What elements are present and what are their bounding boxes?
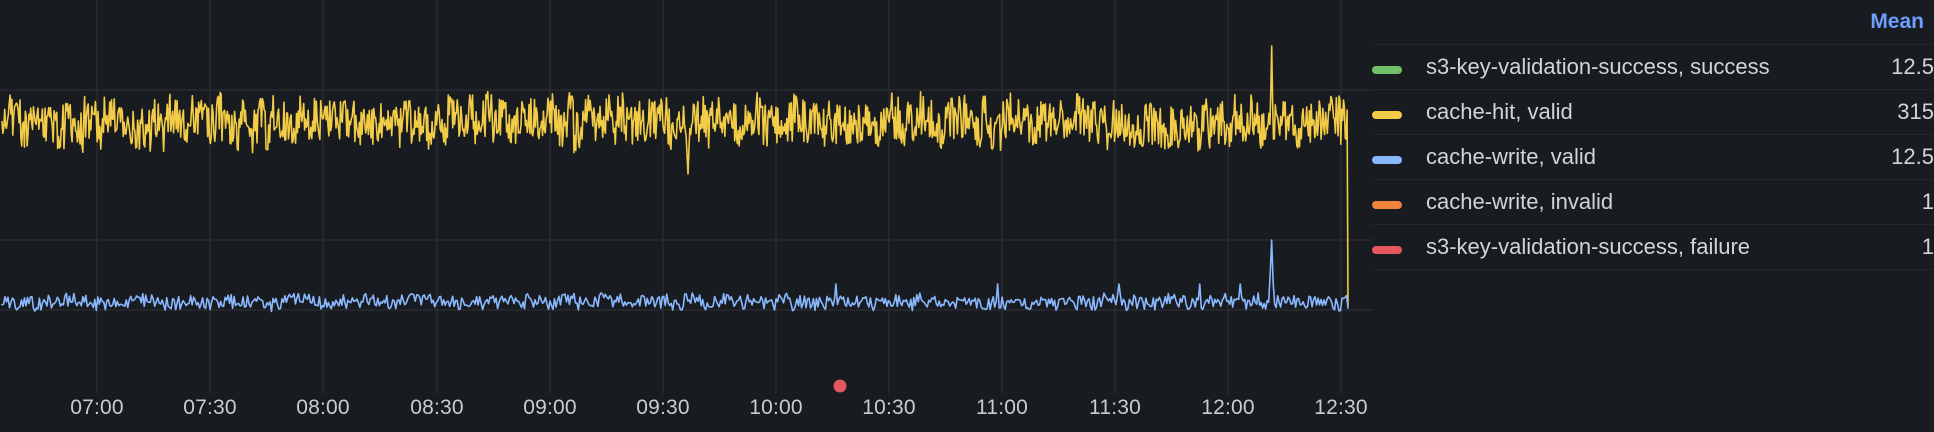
legend-swatch-cell: [1372, 179, 1426, 225]
x-axis-tick-label: 11:30: [1089, 396, 1141, 419]
legend-swatch-cell: [1372, 134, 1426, 180]
legend-series-mean-value: 315: [1804, 89, 1934, 135]
x-axis-tick-label: 11:00: [976, 396, 1028, 419]
legend-series-label[interactable]: s3-key-validation-success, success: [1426, 44, 1804, 90]
series-line-cache-write-valid: [1, 239, 1349, 313]
legend-series-mean-value: 12.5: [1804, 134, 1934, 180]
legend-header-row: Mean: [1372, 4, 1934, 45]
x-axis-tick-label: 12:30: [1314, 396, 1368, 419]
x-axis-tick-label: 10:30: [862, 396, 916, 419]
x-axis-tick-label: 09:00: [523, 396, 577, 419]
legend-swatch-cell: [1372, 89, 1426, 135]
legend-mean-header[interactable]: Mean: [1804, 4, 1934, 45]
x-axis-tick-label: 07:30: [183, 396, 237, 419]
series-color-swatch[interactable]: [1372, 66, 1402, 74]
legend-series-mean-value: 12.5: [1804, 44, 1934, 90]
x-axis-tick-label: 08:30: [410, 396, 464, 419]
series-color-swatch[interactable]: [1372, 246, 1402, 254]
series-color-swatch[interactable]: [1372, 156, 1402, 164]
plot-svg: [0, 0, 1372, 394]
legend-series-label[interactable]: cache-hit, valid: [1426, 89, 1804, 135]
legend-row[interactable]: s3-key-validation-success, failure 1: [1372, 224, 1934, 270]
x-axis: 07:00 07:30 08:00 08:30 09:00 09:30 10:00 10:30…: [0, 394, 1372, 432]
legend-series-mean-value: 1: [1804, 224, 1934, 270]
gridlines: [0, 0, 1372, 394]
series-line-cache-hit-valid: [1, 45, 1349, 307]
legend-series-label[interactable]: s3-key-validation-success, failure: [1426, 224, 1804, 270]
legend-swatch-cell: [1372, 44, 1426, 90]
legend-panel: Mean s3-key-validation-success, success 1…: [1372, 0, 1934, 432]
series-color-swatch[interactable]: [1372, 111, 1402, 119]
legend-series-mean-value: 1: [1804, 179, 1934, 225]
x-axis-tick-label: 07:00: [70, 396, 124, 419]
legend-row[interactable]: cache-hit, valid 315: [1372, 89, 1934, 135]
legend-row[interactable]: s3-key-validation-success, success 12.5: [1372, 44, 1934, 90]
legend-swatch-cell: [1372, 224, 1426, 270]
legend-row[interactable]: cache-write, valid 12.5: [1372, 134, 1934, 180]
legend-series-label[interactable]: cache-write, invalid: [1426, 179, 1804, 225]
x-axis-tick-label: 08:00: [296, 396, 350, 419]
legend-table: Mean s3-key-validation-success, success 1…: [1372, 4, 1934, 270]
legend-series-header: [1426, 4, 1804, 45]
legend-swatch-header: [1372, 4, 1426, 45]
legend-row[interactable]: cache-write, invalid 1: [1372, 179, 1934, 225]
chart-area: 07:00 07:30 08:00 08:30 09:00 09:30 10:00 10:30…: [0, 0, 1372, 432]
annotation-marker-icon[interactable]: [833, 379, 847, 393]
x-axis-tick-label: 09:30: [636, 396, 690, 419]
series-color-swatch[interactable]: [1372, 201, 1402, 209]
legend-series-label[interactable]: cache-write, valid: [1426, 134, 1804, 180]
x-axis-tick-label: 12:00: [1201, 396, 1255, 419]
plot-canvas[interactable]: [0, 0, 1372, 394]
legend-body: s3-key-validation-success, success 12.5 ca…: [1372, 44, 1934, 270]
x-axis-tick-label: 10:00: [749, 396, 803, 419]
